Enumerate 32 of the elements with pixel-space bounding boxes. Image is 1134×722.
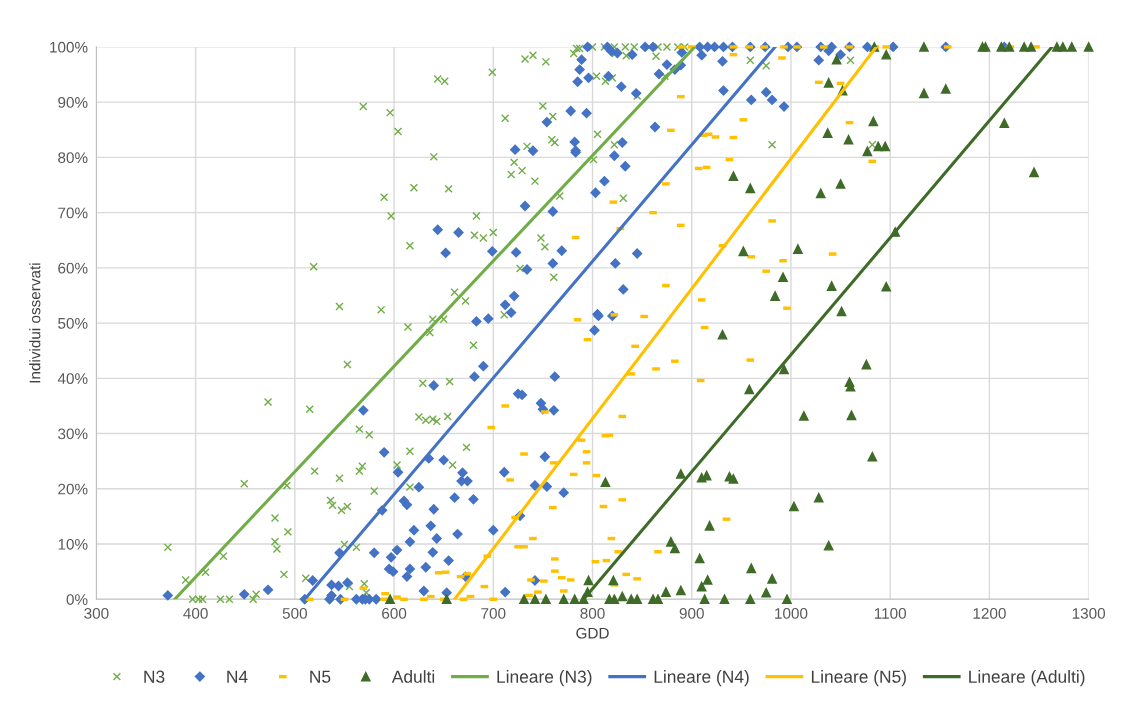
y-tick-label: 80% [58, 152, 88, 164]
y-tick-label: 60% [58, 262, 88, 274]
x-tick-label: 900 [679, 608, 704, 619]
x-tick-label: 1100 [874, 608, 907, 619]
y-axis-title: Individui osservati [29, 263, 41, 383]
legend-label: Lineare (N3) [497, 670, 592, 687]
x-tick-label: 1200 [973, 608, 1006, 619]
y-tick-label: 90% [58, 97, 88, 108]
x-tick-label: 800 [580, 608, 605, 619]
x-tick-label: 1300 [1072, 608, 1106, 619]
x-tick-label: 1000 [775, 608, 808, 619]
y-tick-label: 70% [58, 207, 88, 219]
x-axis-title: GDD [576, 627, 609, 639]
legend-label: Adulti [391, 670, 435, 683]
legend-label: N5 [310, 670, 331, 683]
legend-label: N3 [144, 670, 165, 683]
legend-label: Lineare (N5) [811, 670, 906, 687]
y-tick-label: 0% [66, 594, 88, 605]
y-tick-label: 100% [50, 41, 88, 53]
y-tick-label: 50% [58, 317, 88, 329]
x-tick-label: 400 [183, 608, 208, 619]
x-tick-label: 300 [84, 608, 109, 619]
x-tick-label: 700 [481, 608, 506, 619]
x-tick-label: 500 [282, 608, 307, 619]
y-tick-label: 20% [58, 483, 88, 495]
legend-label: N4 [227, 670, 248, 683]
y-tick-label: 40% [57, 373, 88, 385]
y-tick-label: 30% [58, 428, 88, 440]
y-tick-label: 10% [58, 538, 88, 550]
x-tick-label: 600 [382, 608, 407, 619]
legend-label: Lineare (N4) [654, 670, 749, 687]
legend-label: Lineare (Adulti) [969, 670, 1085, 687]
